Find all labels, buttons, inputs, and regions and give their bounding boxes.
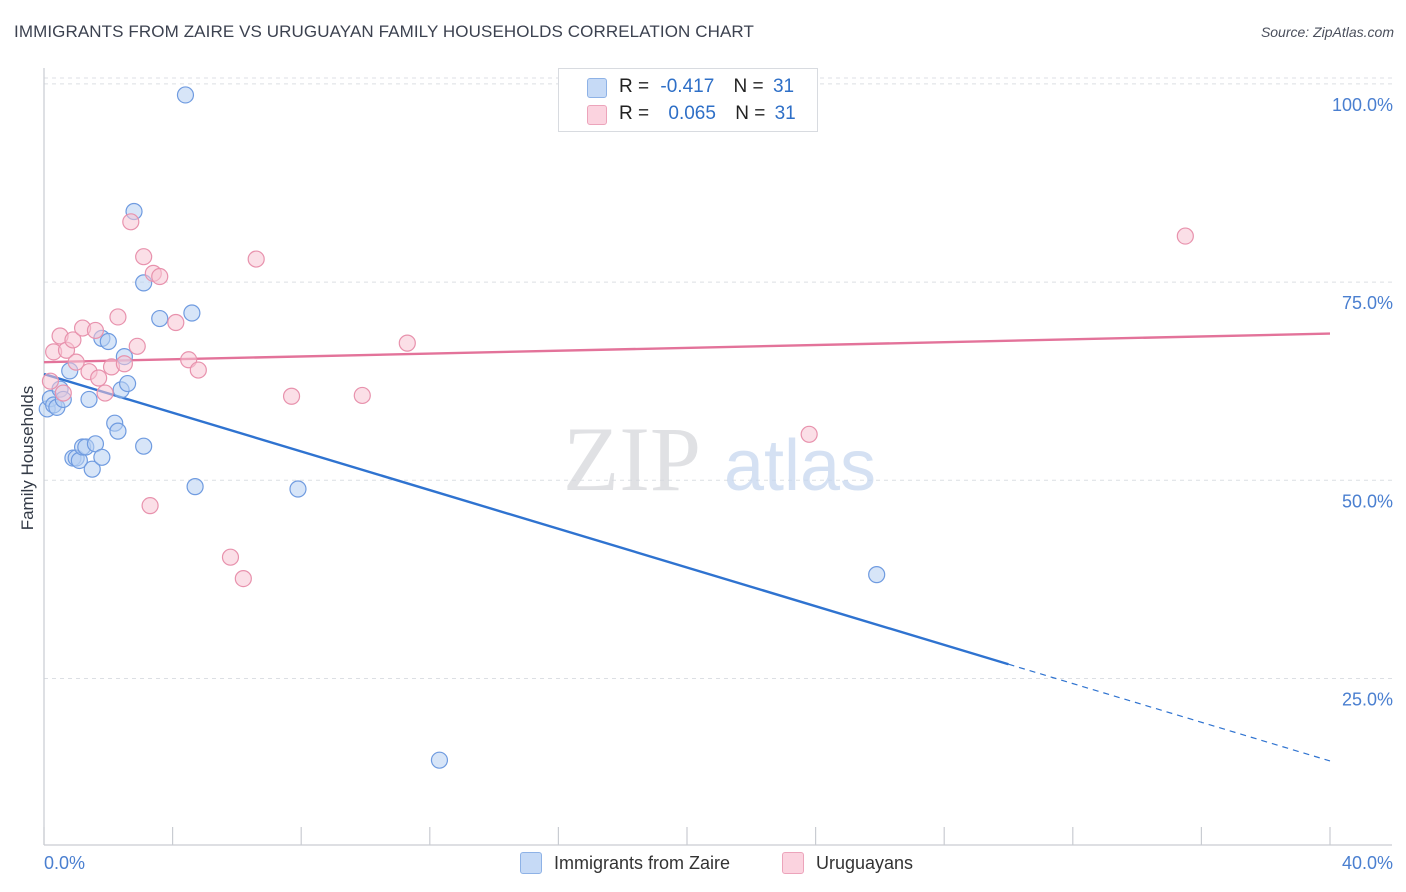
bottom-legend-zaire: Immigrants from Zaire (520, 852, 730, 874)
x-tick-label: 40.0% (1342, 853, 1393, 873)
chart-title: IMMIGRANTS FROM ZAIRE VS URUGUAYAN FAMIL… (14, 22, 754, 41)
uruguayan-trend-line (43, 332, 1331, 364)
legend-swatch-pink (587, 105, 607, 125)
y-tick-label: 50.0% (1342, 491, 1393, 511)
trend-lines (43, 332, 1331, 762)
uruguayan-point (353, 386, 371, 405)
zaire-point (868, 566, 886, 584)
legend-swatch-blue (587, 78, 607, 98)
legend-r-label: R = (619, 76, 650, 97)
legend-row-uruguayans: R = 0.065 N = 31 (559, 101, 817, 127)
uruguayan-point (141, 497, 159, 515)
zaire-point (186, 478, 204, 496)
uruguayan-point (135, 248, 153, 266)
legend-n-value: 31 (772, 76, 795, 97)
zaire-point (176, 86, 195, 104)
zaire-point (183, 304, 201, 322)
data-points (38, 86, 1194, 769)
zaire-point (118, 374, 137, 393)
legend-r-value: 0.065 (668, 103, 716, 124)
bottom-legend-label-uruguayans: Uruguayans (816, 852, 914, 873)
gridlines (44, 77, 1392, 679)
uruguayan-point (398, 334, 416, 352)
uruguayan-point (64, 331, 82, 349)
zaire-trend-line (43, 372, 1009, 666)
zaire-point (93, 448, 111, 466)
tick-labels: 25.0% 50.0% 75.0% 100.0% 0.0% 40.0% (44, 95, 1393, 873)
uruguayan-point (800, 425, 818, 443)
bottom-legend-uruguayans: Uruguayans (782, 852, 913, 874)
y-axis-label: Family Households (18, 385, 37, 531)
uruguayan-point (90, 369, 108, 387)
axes (43, 68, 1392, 846)
legend-text-uruguayans: R = 0.065 N = 31 (619, 103, 796, 125)
legend: R = -0.417 N = 31 R = 0.065 N = 31 (558, 68, 818, 132)
y-tick-label: 100.0% (1332, 95, 1393, 115)
uruguayan-point (41, 372, 60, 390)
zaire-point (109, 422, 127, 440)
legend-r-label: R = (619, 103, 650, 124)
zaire-trend-extension (1008, 663, 1331, 762)
uruguayan-point (115, 355, 133, 373)
uruguayan-point (234, 569, 252, 588)
uruguayan-point (122, 213, 140, 231)
uruguayan-point (1176, 227, 1194, 245)
zaire-point (289, 480, 307, 498)
legend-n-value: 31 (774, 103, 796, 124)
uruguayan-point (86, 321, 105, 340)
bottom-legend-swatch-pink (782, 852, 804, 874)
uruguayan-point (167, 313, 185, 332)
y-tick-label: 25.0% (1342, 690, 1393, 710)
zaire-point (83, 460, 101, 478)
uruguayan-point (128, 337, 146, 355)
watermark-zip: ZIP (563, 408, 701, 510)
uruguayan-point (189, 361, 207, 379)
uruguayan-point (96, 384, 114, 402)
uruguayan-point (151, 267, 169, 286)
watermark-atlas: atlas (724, 426, 876, 506)
x-tick-label: 0.0% (44, 853, 85, 873)
uruguayan-point (247, 250, 265, 268)
uruguayan-point (221, 548, 240, 566)
uruguayan-point (109, 308, 127, 326)
legend-row-zaire: R = -0.417 N = 31 (559, 74, 817, 100)
uruguayan-point (282, 387, 301, 405)
zaire-point (99, 332, 117, 351)
legend-r-value: -0.417 (660, 76, 715, 97)
zaire-point (135, 437, 153, 455)
bottom-legend-swatch-blue (520, 852, 542, 874)
uruguayan-point (54, 384, 72, 402)
legend-n-label: N = (733, 76, 764, 97)
zaire-point (151, 309, 169, 328)
zaire-point (80, 390, 98, 409)
y-tick-label: 75.0% (1342, 293, 1393, 313)
legend-n-label: N = (735, 103, 766, 124)
source-label: Source: ZipAtlas.com (1260, 24, 1394, 40)
bottom-legend-label-zaire: Immigrants from Zaire (554, 852, 731, 873)
uruguayan-point (67, 353, 85, 371)
zaire-point (430, 751, 449, 769)
legend-text-zaire: R = -0.417 N = 31 (619, 76, 794, 98)
